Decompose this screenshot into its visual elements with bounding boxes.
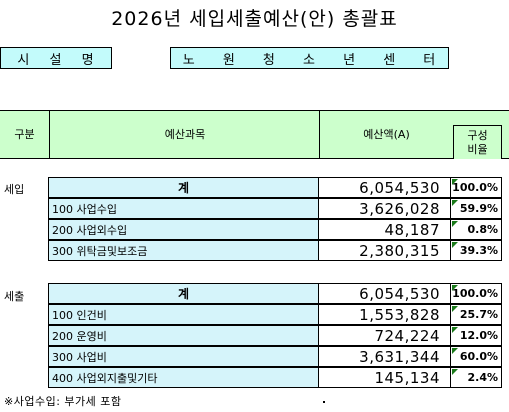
expenditure-row: 300 사업비 3,631,344 60.0% [48, 346, 502, 368]
ratio-cell: 25.7% [450, 304, 502, 325]
amount-cell: 48,187 [318, 219, 451, 240]
header-amount: 예산액(A) [319, 110, 453, 159]
facility-name: 노 원 청 소 년 센 터 [170, 47, 449, 69]
revenue-row: 100 사업수입 3,626,028 59.9% [48, 198, 502, 220]
ratio-cell: 39.3% [450, 240, 502, 261]
page-title: 2026년 세입세출예산(안) 총괄표 [111, 8, 398, 30]
revenue-row: 200 사업외수입 48,187 0.8% [48, 219, 502, 241]
comment-marker-icon [452, 348, 458, 354]
comment-marker-icon [452, 200, 458, 206]
comment-marker-icon [452, 327, 458, 333]
amount-cell: 724,224 [318, 325, 451, 346]
account-cell: 300 사업비 [48, 346, 319, 367]
account-cell: 계 [48, 283, 319, 304]
ratio-cell: 60.0% [450, 346, 502, 367]
expenditure-label: 세출 [4, 290, 25, 303]
footnote: ※사업수입: 부가세 포함 [4, 395, 122, 408]
header-ratio-line1: 구성 [467, 128, 488, 142]
account-cell: 200 운영비 [48, 325, 319, 346]
revenue-label: 세입 [4, 183, 25, 196]
expenditure-row-total: 계 6,054,530 100.0% [48, 283, 502, 305]
account-cell: 300 위탁금및보조금 [48, 240, 319, 261]
facility-label: 시 설 명 [0, 47, 112, 69]
table-header [0, 110, 509, 159]
ratio-cell: 12.0% [450, 325, 502, 346]
account-cell: 100 인건비 [48, 304, 319, 325]
comment-marker-icon [452, 179, 458, 185]
revenue-row-total: 계 6,054,530 100.0% [48, 177, 502, 199]
amount-cell: 2,380,315 [318, 240, 451, 261]
expenditure-row: 400 사업외지출및기타 145,134 2.4% [48, 367, 502, 389]
account-cell: 200 사업외수입 [48, 219, 319, 240]
ratio-cell: 100.0% [450, 283, 502, 304]
header-account: 예산과목 [49, 110, 320, 159]
header-ratio-line2: 비율 [467, 142, 488, 156]
revenue-row: 300 위탁금및보조금 2,380,315 39.3% [48, 240, 502, 262]
stray-dot [323, 401, 325, 403]
amount-cell: 3,626,028 [318, 198, 451, 219]
comment-marker-icon [452, 285, 458, 291]
ratio-cell: 100.0% [450, 177, 502, 198]
amount-cell: 1,553,828 [318, 304, 451, 325]
amount-cell: 6,054,530 [318, 177, 451, 198]
comment-marker-icon [452, 221, 458, 227]
account-cell: 400 사업외지출및기타 [48, 367, 319, 388]
expenditure-row: 200 운영비 724,224 12.0% [48, 325, 502, 347]
ratio-cell: 59.9% [450, 198, 502, 219]
comment-marker-icon [452, 306, 458, 312]
header-category: 구분 [14, 128, 35, 141]
comment-marker-icon [452, 242, 458, 248]
amount-cell: 6,054,530 [318, 283, 451, 304]
ratio-cell: 0.8% [450, 219, 502, 240]
amount-cell: 3,631,344 [318, 346, 451, 367]
amount-cell: 145,134 [318, 367, 451, 388]
comment-marker-icon [452, 369, 458, 375]
expenditure-row: 100 인건비 1,553,828 25.7% [48, 304, 502, 326]
ratio-cell: 2.4% [450, 367, 502, 388]
header-ratio: 구성 비율 [453, 125, 502, 159]
account-cell: 100 사업수입 [48, 198, 319, 219]
account-cell: 계 [48, 177, 319, 198]
